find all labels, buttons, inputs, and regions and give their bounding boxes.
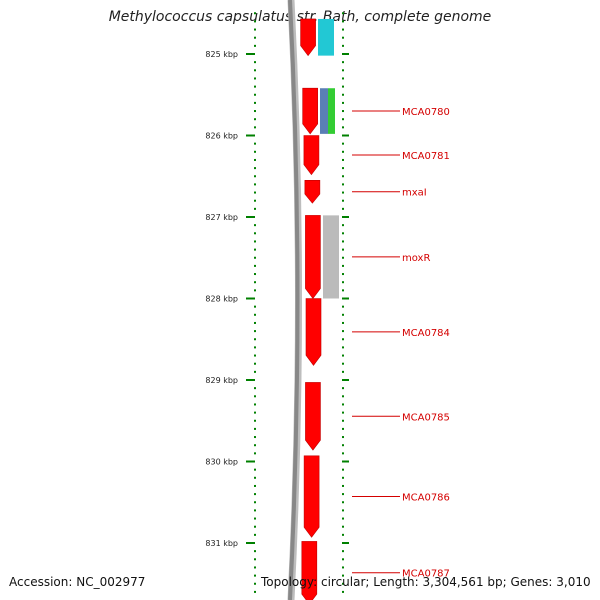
gene-arrow: [300, 18, 316, 57]
gene-arrow: [301, 541, 318, 600]
tick-label: 825 kbp: [205, 50, 238, 59]
map-title: Methylococcus capsulatus str. Bath, comp…: [108, 9, 492, 25]
gene-arrow: [305, 382, 321, 451]
gene-label: MCA0786: [402, 493, 450, 504]
gene-arrow: [303, 455, 320, 538]
tick-label: 827 kbp: [205, 213, 238, 222]
gene-arrow: [303, 135, 320, 176]
gene-label: MCA0784: [402, 328, 450, 339]
gene-arrow: [304, 180, 321, 204]
accession-text: Accession: NC_002977: [9, 575, 146, 589]
tick-label: 828 kbp: [205, 295, 238, 304]
gene-label: mxaI: [402, 188, 427, 199]
tick-label: 826 kbp: [205, 132, 238, 141]
track-green-bar: [328, 88, 335, 134]
gene-label: moxR: [402, 253, 430, 264]
genome-stats-text: Topology: circular; Length: 3,304,561 bp…: [261, 575, 591, 589]
gene-label: MCA0785: [402, 412, 450, 423]
gene-arrow: [305, 215, 321, 299]
track-cyan-bar: [318, 18, 334, 56]
track-blue-bar: [320, 88, 328, 134]
gene-label: MCA0780: [402, 107, 450, 118]
track-gray-bar: [323, 215, 339, 299]
gene-label: MCA0787: [402, 569, 450, 580]
tick-label: 830 kbp: [205, 458, 238, 467]
tick-label: 831 kbp: [205, 539, 238, 548]
gene-label: MCA0781: [402, 151, 450, 162]
genome-backbone: [288, 0, 300, 600]
gene-arrow: [305, 298, 322, 366]
gene-arrow: [302, 87, 318, 135]
tick-label: 829 kbp: [205, 376, 238, 385]
